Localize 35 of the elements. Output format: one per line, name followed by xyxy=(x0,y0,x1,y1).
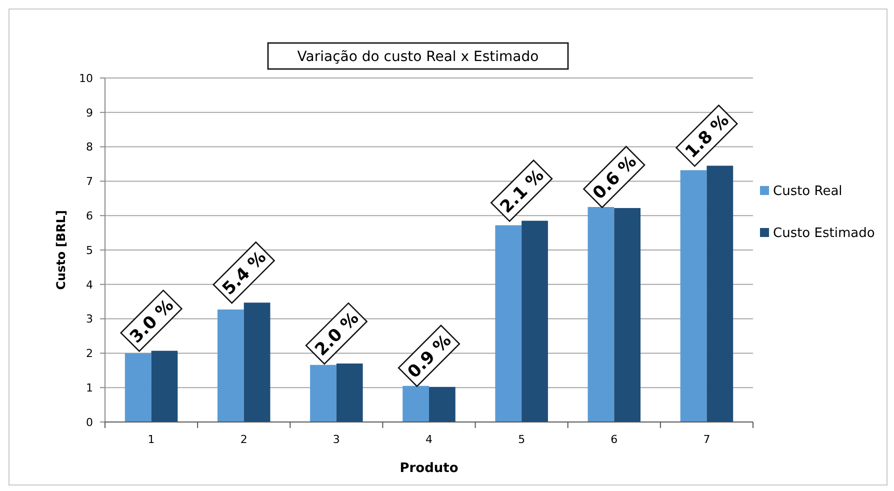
bar xyxy=(217,310,244,422)
bar xyxy=(680,170,707,422)
annotation: 2.1 % xyxy=(496,166,548,218)
chart-title: Variação do custo Real x Estimado xyxy=(297,49,539,65)
x-tick-label: 2 xyxy=(240,433,248,446)
annotation: 0.9 % xyxy=(404,330,456,383)
y-tick-label: 8 xyxy=(86,140,93,154)
annotation: 3.0 % xyxy=(126,296,178,348)
x-tick-label: 4 xyxy=(426,433,432,446)
annotation: 2.0 % xyxy=(311,308,364,360)
y-tick-label: 1 xyxy=(86,381,93,394)
bar xyxy=(429,386,456,422)
x-tick-label: 1 xyxy=(148,433,155,446)
y-tick-label: 0 xyxy=(86,416,93,429)
annotation: 0.6 % xyxy=(589,152,641,204)
legend-label: Custo Real xyxy=(773,184,842,199)
x-tick-label: 6 xyxy=(610,433,618,446)
y-tick-label: 5 xyxy=(86,244,93,257)
bar xyxy=(495,225,522,422)
annotation: 5.4 % xyxy=(218,248,270,300)
y-tick-label: 2 xyxy=(86,347,93,360)
y-tick-label: 3 xyxy=(86,312,93,326)
x-tick-label: 3 xyxy=(332,433,340,446)
y-tick-label: 7 xyxy=(86,175,93,188)
y-tick-label: 9 xyxy=(86,106,93,120)
legend-label: Custo Estimado xyxy=(773,226,875,241)
annotation: 1.8 % xyxy=(682,110,734,162)
y-tick-label: 10 xyxy=(79,72,93,85)
x-tick-label: 5 xyxy=(518,433,526,446)
y-tick-label: 6 xyxy=(86,209,93,222)
x-tick-label: 7 xyxy=(703,433,710,446)
bar xyxy=(402,386,429,422)
x-axis-title: Produto xyxy=(400,461,458,476)
y-axis-title: Custo [BRL] xyxy=(54,210,68,290)
y-tick-label: 4 xyxy=(86,278,93,292)
